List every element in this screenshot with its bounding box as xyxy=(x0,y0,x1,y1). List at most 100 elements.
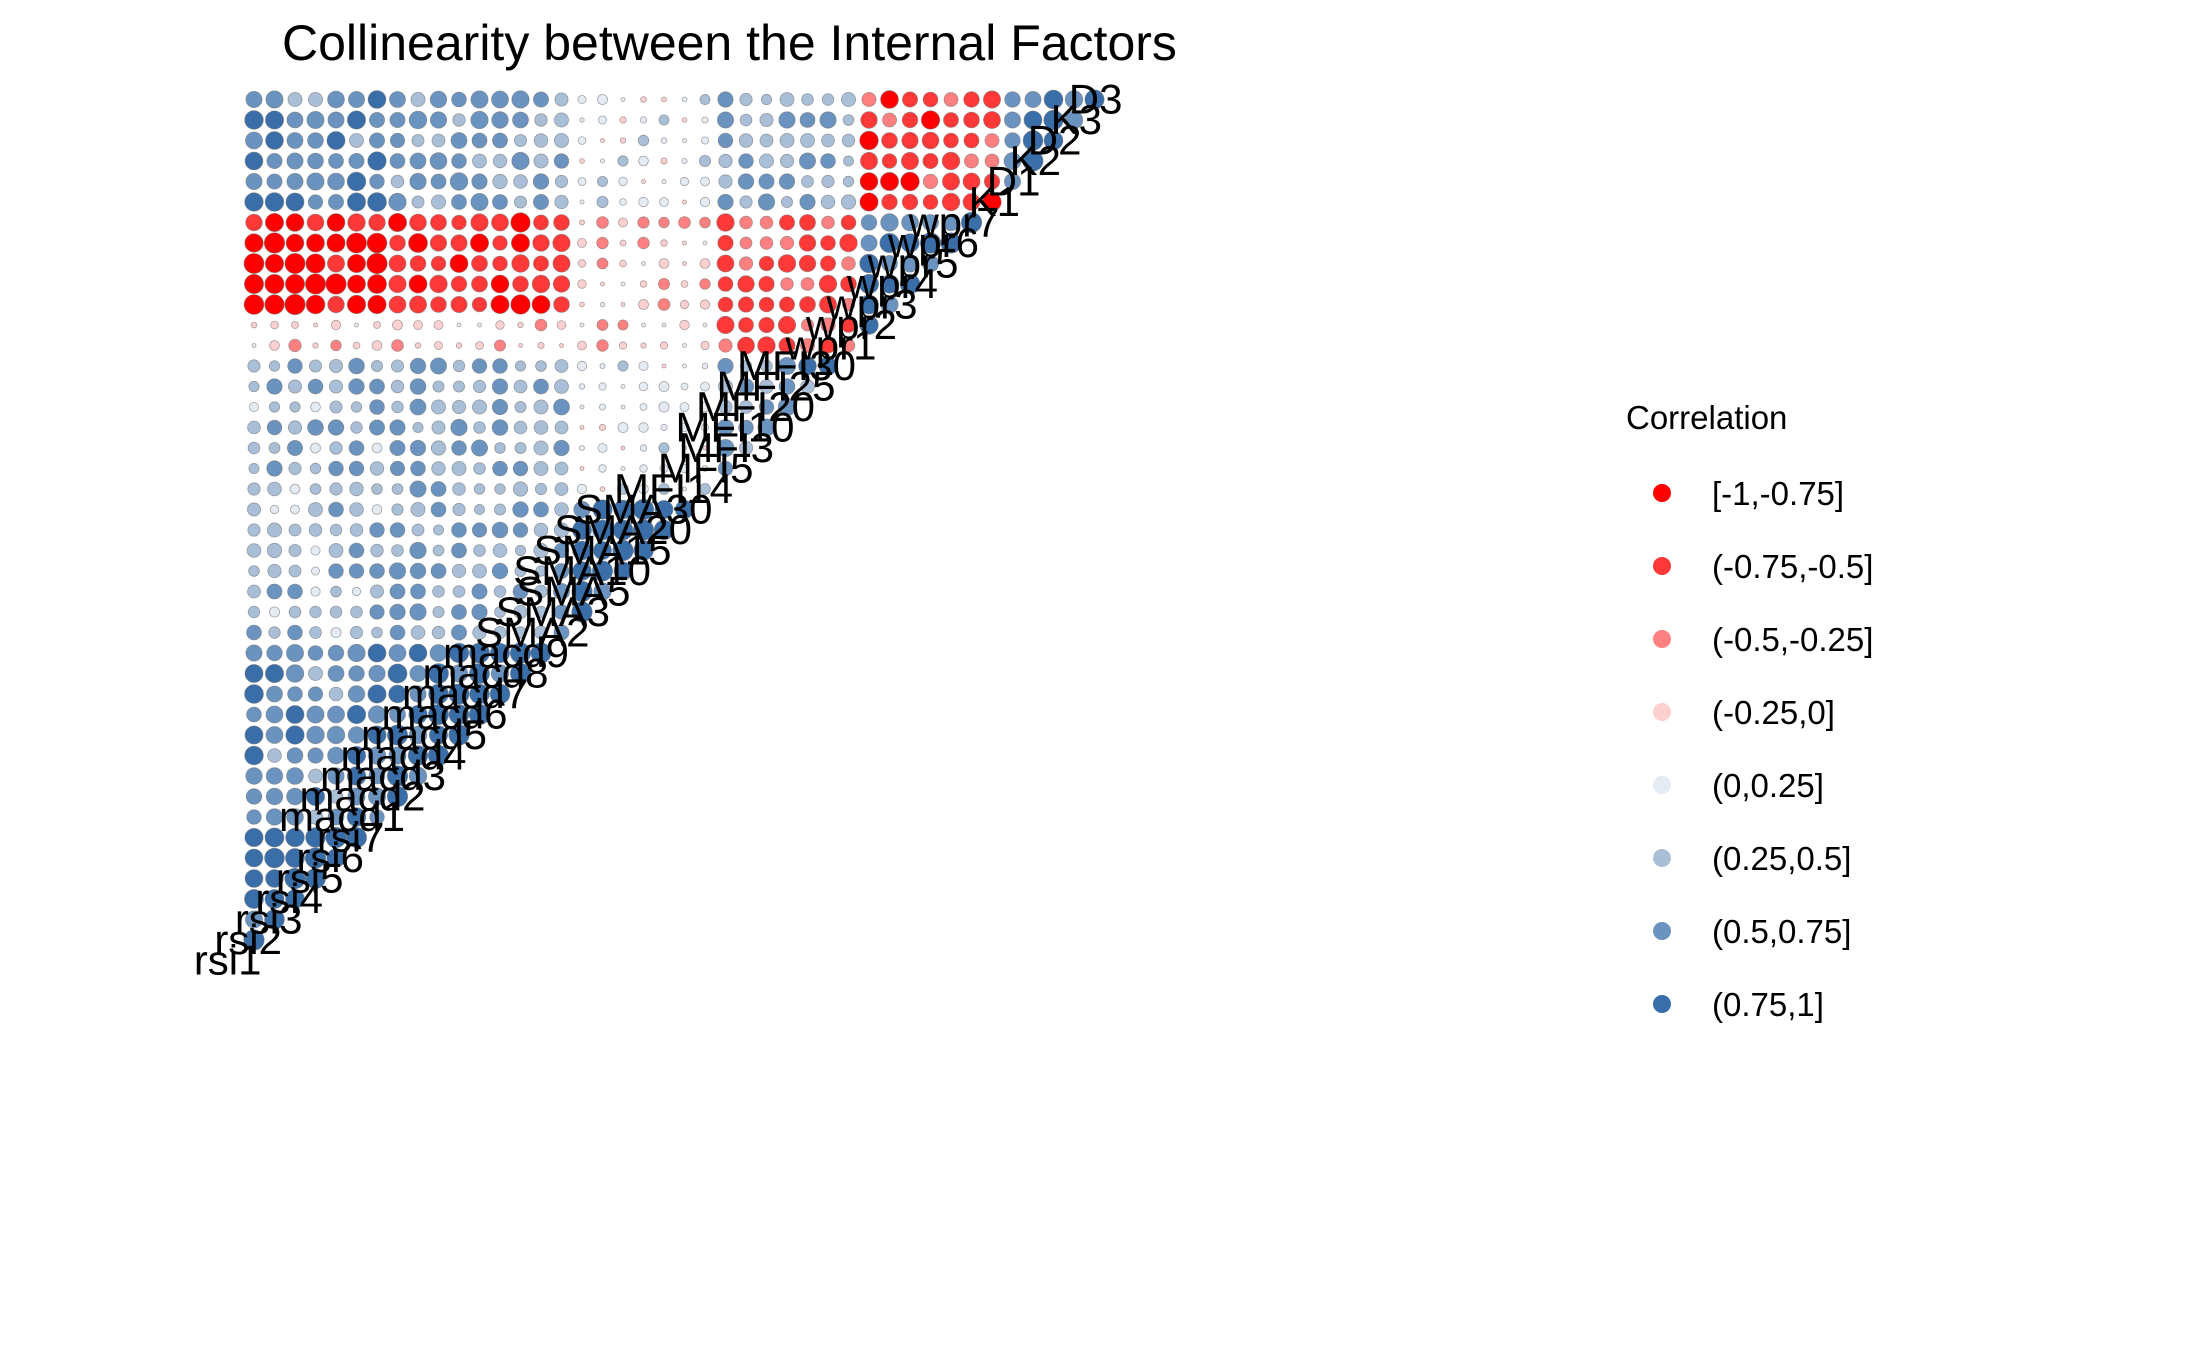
correlation-cell xyxy=(660,239,668,247)
correlation-cell xyxy=(960,211,983,234)
correlation-cell xyxy=(901,131,919,150)
correlation-cell xyxy=(699,401,711,413)
correlation-cell xyxy=(352,341,361,350)
correlation-cell xyxy=(842,114,855,126)
correlation-cell xyxy=(243,253,265,274)
correlation-cell xyxy=(596,216,609,229)
correlation-cell xyxy=(287,624,303,641)
correlation-cell xyxy=(328,153,344,169)
variable-label: rsi2 xyxy=(214,916,282,963)
correlation-cell xyxy=(533,91,550,108)
correlation-cell xyxy=(387,212,407,232)
correlation-cell xyxy=(675,499,695,519)
variable-label: D3 xyxy=(1069,76,1123,123)
correlation-cell xyxy=(367,684,387,704)
variable-label: wpr6 xyxy=(887,219,979,266)
correlation-cell xyxy=(326,233,346,253)
correlation-cell xyxy=(429,111,448,129)
correlation-cell xyxy=(477,322,482,328)
correlation-cell xyxy=(288,523,302,537)
correlation-cell xyxy=(389,132,406,149)
correlation-cell xyxy=(533,460,549,476)
correlation-cell xyxy=(244,910,263,929)
variable-label: macd1 xyxy=(279,793,405,840)
correlation-cell xyxy=(1024,91,1042,109)
correlation-cell xyxy=(700,381,710,392)
correlation-cell xyxy=(778,378,796,395)
correlation-cell xyxy=(354,322,359,328)
correlation-cell xyxy=(599,486,606,492)
correlation-cell xyxy=(617,155,629,167)
correlation-cell xyxy=(859,253,879,274)
correlation-cell xyxy=(579,322,585,328)
correlation-cell xyxy=(757,193,776,211)
correlation-cell xyxy=(430,501,447,518)
correlation-cell xyxy=(369,461,385,476)
correlation-cell xyxy=(409,357,427,375)
correlation-cell xyxy=(579,404,585,410)
legend-item: (0.5,0.75] xyxy=(1653,913,1851,950)
correlation-cell xyxy=(799,296,816,313)
correlation-cell xyxy=(471,583,488,600)
correlation-cell xyxy=(389,624,406,641)
correlation-cell xyxy=(368,112,385,129)
correlation-cell xyxy=(699,94,711,106)
correlation-cell xyxy=(579,199,585,205)
correlation-cell xyxy=(450,275,468,293)
legend-item: (-0.75,-0.5] xyxy=(1653,548,1873,585)
correlation-cell xyxy=(388,644,407,662)
correlation-cell xyxy=(264,253,285,274)
correlation-cell xyxy=(431,461,446,476)
correlation-cell xyxy=(244,192,264,212)
correlation-cell xyxy=(330,339,342,352)
correlation-cell xyxy=(533,420,549,435)
correlation-cell xyxy=(327,665,345,682)
correlation-cell xyxy=(449,172,469,191)
correlation-cell xyxy=(285,889,305,909)
correlation-cell xyxy=(659,341,669,350)
correlation-cell xyxy=(268,401,281,413)
correlation-cell xyxy=(390,379,405,394)
correlation-cell xyxy=(268,360,281,372)
correlation-cell xyxy=(618,341,628,350)
correlation-cell xyxy=(391,503,404,516)
correlation-cell xyxy=(533,153,549,169)
correlation-cell xyxy=(593,582,612,601)
correlation-cell xyxy=(307,419,324,436)
correlation-cell xyxy=(759,113,774,128)
correlation-cell xyxy=(307,92,323,108)
correlation-cell xyxy=(309,462,322,475)
correlation-cell xyxy=(617,483,629,495)
correlation-cell xyxy=(759,153,775,169)
correlation-cell xyxy=(491,521,509,539)
correlation-cell xyxy=(554,420,569,435)
correlation-cell xyxy=(577,279,587,289)
correlation-cell xyxy=(510,294,531,315)
correlation-cell xyxy=(327,705,345,724)
correlation-cell xyxy=(389,522,406,538)
correlation-cell xyxy=(637,134,650,147)
correlation-cell xyxy=(759,133,774,148)
correlation-cell xyxy=(859,130,879,151)
correlation-cell xyxy=(371,626,383,639)
correlation-cell xyxy=(371,483,383,495)
correlation-cell xyxy=(632,498,655,521)
correlation-cell xyxy=(799,112,816,128)
correlation-cell xyxy=(491,90,509,109)
correlation-cell xyxy=(861,92,877,108)
correlation-cell xyxy=(511,90,530,109)
correlation-cell xyxy=(577,177,587,186)
correlation-cell xyxy=(554,359,569,373)
correlation-cell xyxy=(554,461,569,476)
correlation-cell xyxy=(493,339,506,352)
correlation-cell xyxy=(620,281,626,287)
correlation-cell xyxy=(310,586,321,597)
correlation-cell xyxy=(860,151,879,170)
correlation-cell xyxy=(739,400,753,414)
correlation-cell xyxy=(309,626,322,639)
correlation-cell xyxy=(327,111,345,129)
correlation-cell xyxy=(843,155,855,167)
correlation-cell xyxy=(471,275,488,293)
correlation-cell xyxy=(514,626,527,639)
correlation-cell xyxy=(369,584,384,599)
